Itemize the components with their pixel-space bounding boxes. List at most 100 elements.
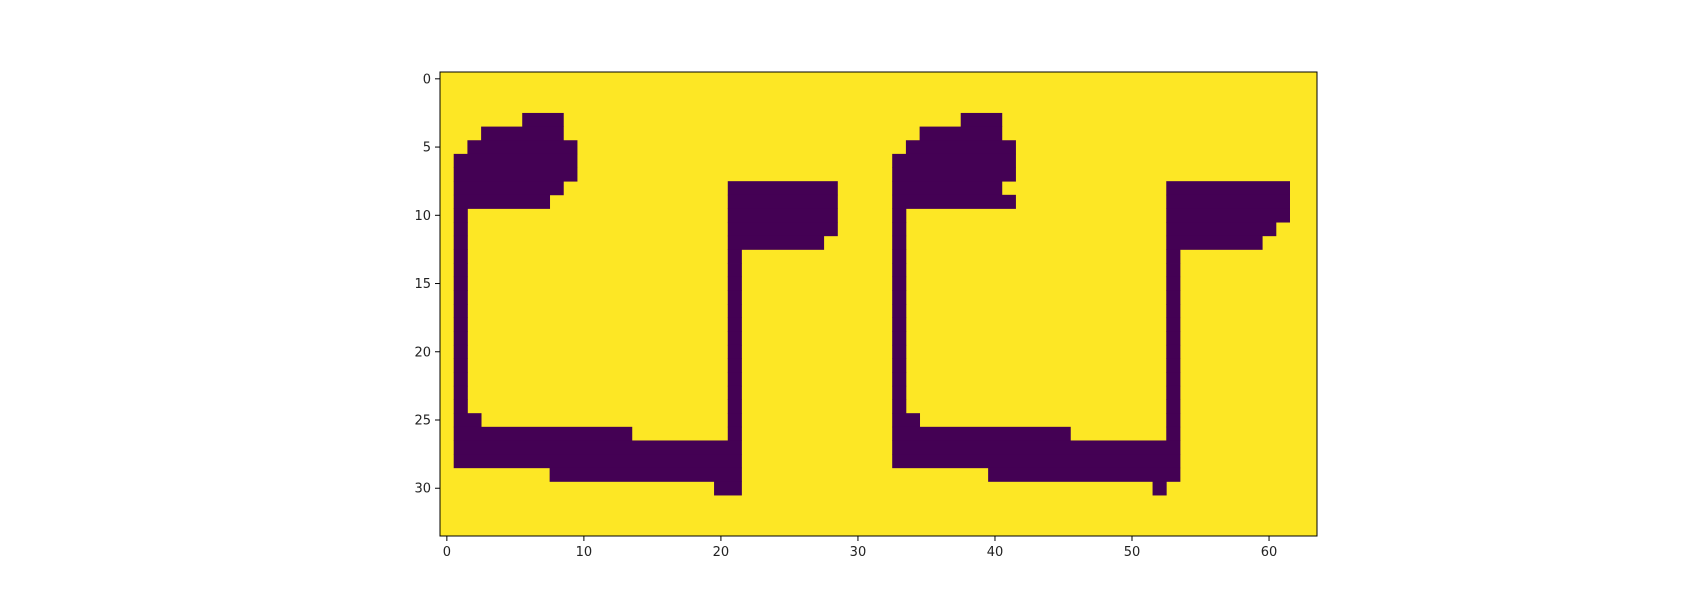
plot-area xyxy=(439,71,1318,537)
heatmap-cell-run xyxy=(481,126,564,141)
heatmap-cell-run xyxy=(988,467,1181,482)
heatmap-cell-run xyxy=(727,249,742,264)
y-tick-label: 30 xyxy=(414,482,431,497)
heatmap-cell-run xyxy=(453,304,468,319)
heatmap-cell-run xyxy=(960,112,1003,127)
heatmap-cell-run xyxy=(727,222,838,237)
heatmap-cell-run xyxy=(727,385,742,400)
x-tick-label: 40 xyxy=(987,545,1004,560)
heatmap-cell-run xyxy=(892,317,907,332)
heatmap-cell-run xyxy=(1152,481,1167,496)
heatmap-cell-run xyxy=(714,481,742,496)
heatmap-cell-run xyxy=(1166,304,1181,319)
heatmap-cell-run xyxy=(453,426,633,441)
heatmap-cell-run xyxy=(1166,426,1181,441)
heatmap-cell-run xyxy=(727,235,825,250)
heatmap-cell-run xyxy=(727,426,742,441)
heatmap-cell-run xyxy=(453,263,468,278)
heatmap-cell-run xyxy=(1166,399,1181,414)
heatmap-cell-run xyxy=(892,290,907,305)
heatmap-cell-run xyxy=(892,331,907,346)
heatmap-cell-run xyxy=(727,317,742,332)
heatmap-cell-run xyxy=(727,181,838,196)
x-tick-label: 60 xyxy=(1261,545,1278,560)
heatmap-cell-run xyxy=(727,194,838,209)
heatmap-cell-run xyxy=(892,153,1016,168)
heatmap-cell-run xyxy=(453,249,468,264)
heatmap-cell-run xyxy=(919,126,1003,141)
heatmap-cell-run xyxy=(453,399,468,414)
heatmap-cell-run xyxy=(892,413,921,428)
heatmap-cell-run xyxy=(727,263,742,278)
x-tick-label: 50 xyxy=(1124,545,1141,560)
heatmap-cell-run xyxy=(1166,344,1181,359)
heatmap-cell-run xyxy=(1166,358,1181,373)
x-axis: 0 10 20 30 40 50 60 xyxy=(443,536,1278,560)
heatmap-cell-run xyxy=(892,208,907,223)
heatmap-cell-run xyxy=(467,140,578,155)
heatmap-cell-run xyxy=(1166,317,1181,332)
heatmap-cell-run xyxy=(522,112,564,127)
heatmap-cell-run xyxy=(892,344,907,359)
x-tick-label: 0 xyxy=(443,545,451,560)
heatmap-cell-run xyxy=(1166,372,1181,387)
heatmap-cell-run xyxy=(727,331,742,346)
x-tick-label: 10 xyxy=(576,545,593,560)
heatmap-cell-run xyxy=(453,454,742,469)
heatmap-cell-run xyxy=(727,413,742,428)
y-tick-label: 10 xyxy=(414,209,431,224)
plot-frame xyxy=(439,71,1318,537)
heatmap-cell-run xyxy=(892,426,1071,441)
heatmap-cell-run xyxy=(727,304,742,319)
heatmap-cell-run xyxy=(892,454,1181,469)
y-tick-label: 20 xyxy=(414,345,431,360)
y-tick-label: 0 xyxy=(423,72,431,87)
y-axis: 0 5 10 15 20 25 30 xyxy=(414,72,440,497)
heatmap-cell-run xyxy=(727,399,742,414)
heatmap-cell-run xyxy=(892,167,1016,182)
heatmap-cell-run xyxy=(892,235,907,250)
heatmap-cell-run xyxy=(892,276,907,291)
heatmap-cell-run xyxy=(453,222,468,237)
heatmap-cell-run xyxy=(453,372,468,387)
heatmap-cell-run xyxy=(892,222,907,237)
heatmap-cell-run xyxy=(1166,181,1290,196)
heatmap-cell-run xyxy=(453,317,468,332)
heatmap-cell-run xyxy=(727,290,742,305)
heatmap-cell-run xyxy=(453,413,482,428)
heatmap-cell-run xyxy=(1166,385,1181,400)
heatmap-cell-run xyxy=(727,344,742,359)
y-tick-label: 5 xyxy=(423,141,431,156)
heatmap-cell-run xyxy=(453,358,468,373)
heatmap-cell-run xyxy=(453,290,468,305)
heatmap-cell-run xyxy=(453,208,468,223)
heatmap-cell-run xyxy=(1166,235,1263,250)
heatmap-cell-run xyxy=(905,140,1016,155)
heatmap-cell-run xyxy=(892,194,1016,209)
heatmap-cell-run xyxy=(1166,208,1290,223)
heatmap-cell-run xyxy=(892,440,1181,455)
heatmap-cell-run xyxy=(892,263,907,278)
heatmap-cell-run xyxy=(727,372,742,387)
heatmap-cell-run xyxy=(1166,276,1181,291)
heatmap-cell-run xyxy=(892,358,907,373)
heatmap-cell-run xyxy=(453,194,551,209)
heatmap-cell-run xyxy=(453,385,468,400)
heatmap-cell-run xyxy=(892,399,907,414)
heatmap-cell-run xyxy=(1166,331,1181,346)
heatmap-cell-run xyxy=(453,181,564,196)
heatmap-cell-run xyxy=(892,304,907,319)
heatmap-cell-run xyxy=(1166,263,1181,278)
heatmap-cell-run xyxy=(727,208,838,223)
heatmap-cell-run xyxy=(1166,249,1181,264)
heatmap-cell-run xyxy=(727,358,742,373)
heatmap-cell-run xyxy=(892,372,907,387)
heatmap-cell-run xyxy=(453,235,468,250)
heatmap-cell-run xyxy=(727,276,742,291)
heatmap-cell-run xyxy=(453,167,578,182)
heatmap-cell-run xyxy=(1166,194,1290,209)
y-tick-label: 15 xyxy=(414,277,431,292)
heatmap-cell-run xyxy=(1166,222,1277,237)
heatmap-cell-run xyxy=(1166,290,1181,305)
heatmap-cell-run xyxy=(892,385,907,400)
